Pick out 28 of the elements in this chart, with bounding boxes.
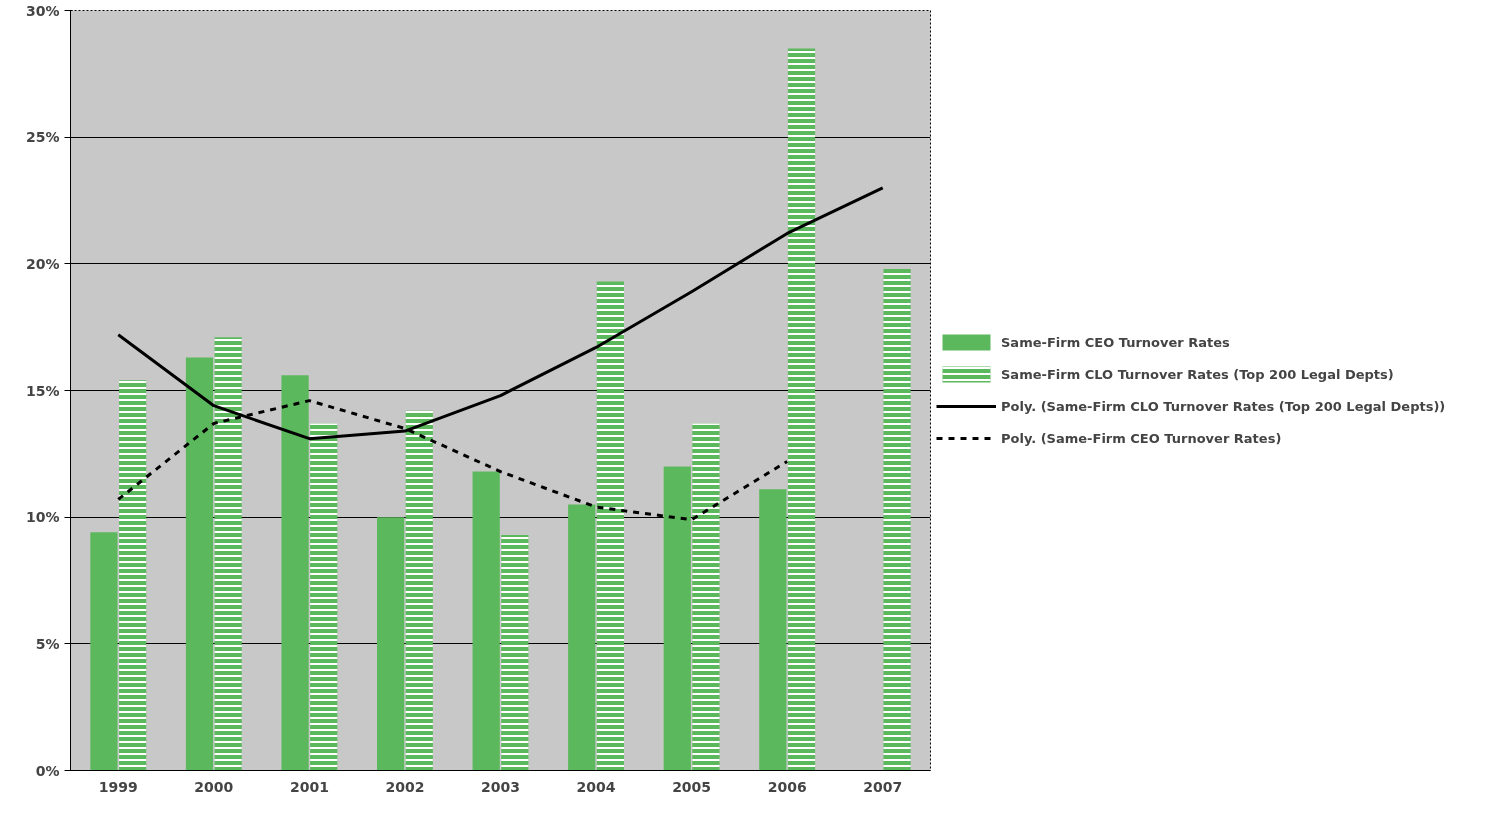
bar: [90, 532, 118, 771]
y-tick-label: 25%: [25, 129, 60, 146]
legend-label: Poly. (Same-Firm CEO Turnover Rates): [1001, 430, 1282, 446]
bar: [663, 466, 691, 771]
y-tick-label: 0%: [35, 762, 60, 779]
y-tick-label: 5%: [35, 635, 60, 652]
x-tick-label: 2001: [289, 778, 329, 795]
x-tick-label: 2005: [672, 778, 712, 795]
bar: [568, 504, 596, 771]
x-tick-label: 2002: [385, 778, 425, 795]
x-tick-label: 2000: [194, 778, 234, 795]
x-tick-label: 2004: [576, 778, 616, 795]
x-tick-label: 2006: [767, 778, 807, 795]
y-tick-label: 10%: [25, 509, 60, 526]
y-tick-label: 30%: [25, 2, 60, 19]
x-tick-label: 2003: [481, 778, 520, 795]
legend-label: Poly. (Same-Firm CLO Turnover Rates (Top 200 Legal Depts)): [1001, 398, 1446, 414]
legend-label: Same-Firm CEO Turnover Rates: [1001, 334, 1230, 350]
bar: [281, 375, 309, 771]
x-tick-label: 1999: [98, 778, 138, 795]
bar: [472, 471, 500, 771]
x-tick-label: 2007: [863, 778, 903, 795]
y-tick-label: 20%: [25, 255, 60, 272]
bar: [376, 517, 405, 771]
bar: [759, 489, 787, 771]
legend-label: Same-Firm CLO Turnover Rates (Top 200 Legal Depts): [1001, 366, 1394, 382]
y-tick-label: 15%: [25, 382, 60, 399]
bar: [185, 357, 214, 771]
